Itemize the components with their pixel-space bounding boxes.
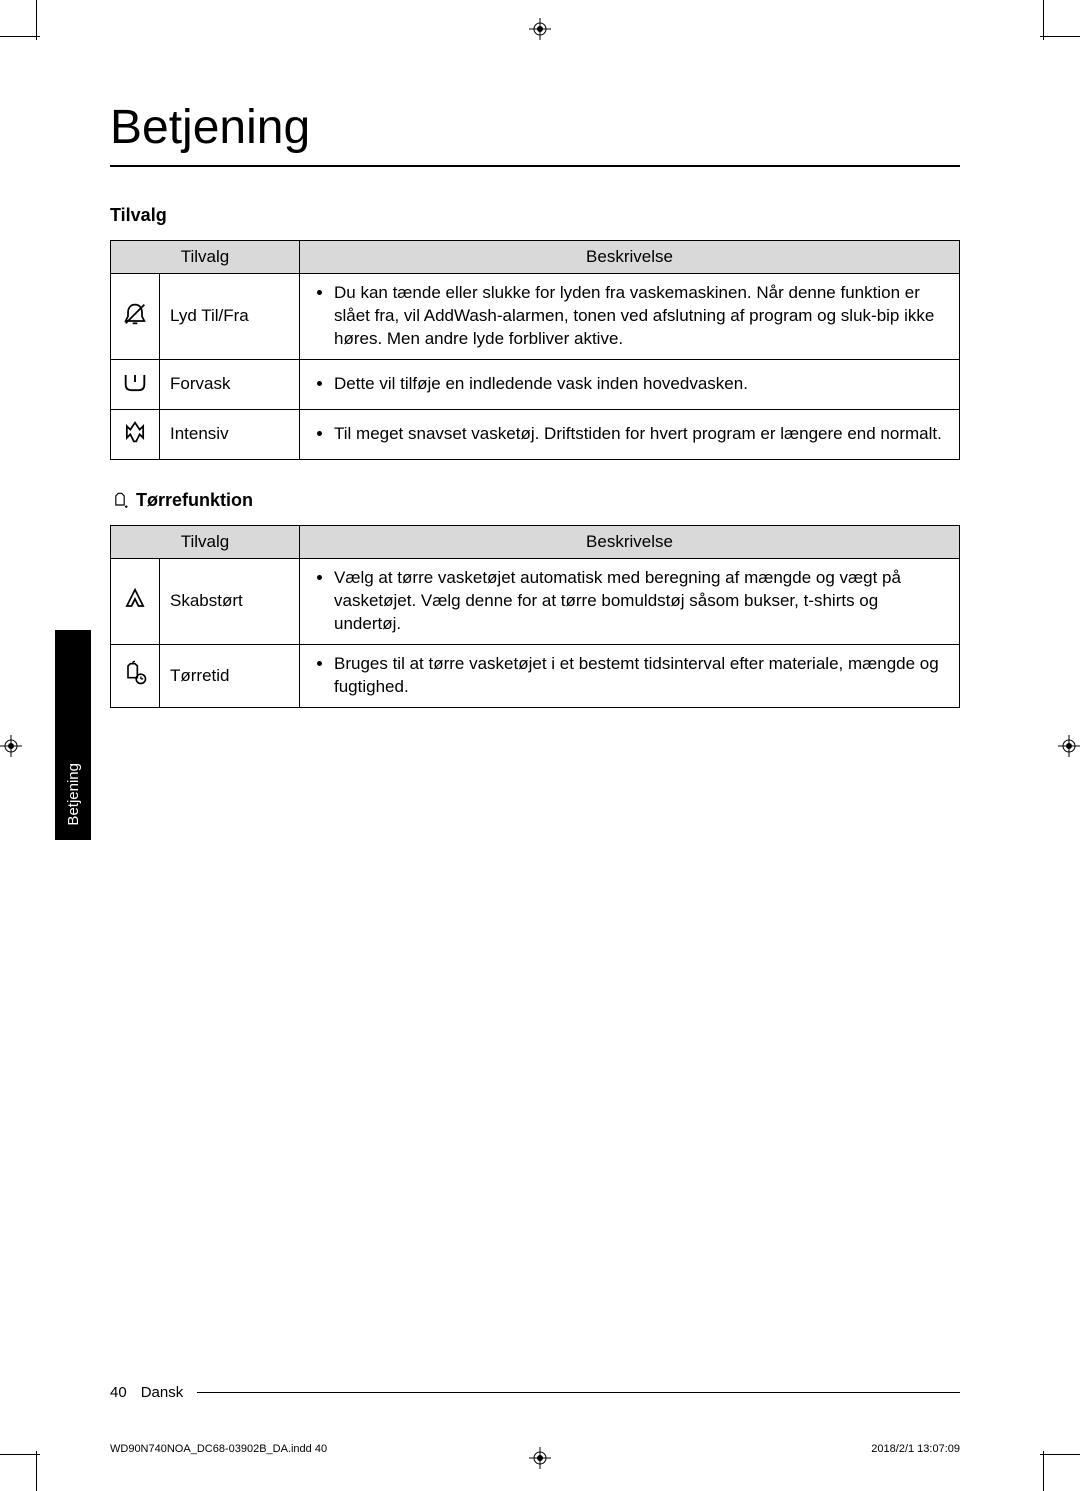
torrefunktion-table: Tilvalg Beskrivelse Skabstørt Vælg at tø… <box>110 525 960 708</box>
option-name: Intensiv <box>160 409 300 459</box>
table-row: Skabstørt Vælg at tørre vasketøjet autom… <box>111 558 960 644</box>
page-number: 40 <box>110 1384 127 1401</box>
table-header-col1: Tilvalg <box>111 241 300 274</box>
prewash-icon <box>111 359 160 409</box>
crop-mark <box>0 36 40 37</box>
option-name: Tørretid <box>160 644 300 707</box>
option-desc: Bruges til at tørre vasketøjet i et best… <box>300 644 960 707</box>
table-row: Tørretid Bruges til at tørre vasketøjet … <box>111 644 960 707</box>
registration-mark-icon <box>0 735 22 757</box>
table-header-col2: Beskrivelse <box>300 241 960 274</box>
option-name: Skabstørt <box>160 558 300 644</box>
sound-off-icon <box>111 274 160 360</box>
side-tab: Betjening <box>55 630 91 840</box>
tilvalg-table: Tilvalg Beskrivelse Lyd Til/Fra Du kan t… <box>110 240 960 460</box>
crop-mark <box>1043 0 1044 40</box>
page-content: Betjening Tilvalg Tilvalg Beskrivelse Ly… <box>110 100 960 1411</box>
meta-datetime: 2018/2/1 13:07:09 <box>871 1443 960 1455</box>
option-desc: Vælg at tørre vasketøjet automatisk med … <box>300 558 960 644</box>
crop-mark <box>36 1451 37 1491</box>
cupboard-dry-icon <box>111 558 160 644</box>
section-heading-tilvalg: Tilvalg <box>110 205 960 226</box>
section-heading-torrefunktion: Tørrefunktion <box>110 490 960 511</box>
intensive-icon <box>111 409 160 459</box>
table-header-col1: Tilvalg <box>111 525 300 558</box>
meta-filename: WD90N740NOA_DC68-03902B_DA.indd 40 <box>110 1443 327 1455</box>
option-desc: Til meget snavset vasketøj. Driftstiden … <box>300 409 960 459</box>
crop-mark <box>0 1454 40 1455</box>
crop-mark <box>1040 1454 1080 1455</box>
side-tab-label: Betjening <box>65 763 82 826</box>
table-header-col2: Beskrivelse <box>300 525 960 558</box>
crop-mark <box>36 0 37 40</box>
footer-rule <box>197 1392 960 1393</box>
table-row: Intensiv Til meget snavset vasketøj. Dri… <box>111 409 960 459</box>
registration-mark-icon <box>1058 735 1080 757</box>
option-desc: Dette vil tilføje en indledende vask ind… <box>300 359 960 409</box>
option-name: Forvask <box>160 359 300 409</box>
page-title: Betjening <box>110 100 960 167</box>
registration-mark-icon <box>529 1447 551 1469</box>
crop-mark <box>1043 1451 1044 1491</box>
crop-mark <box>1040 36 1080 37</box>
option-name: Lyd Til/Fra <box>160 274 300 360</box>
registration-mark-icon <box>529 18 551 40</box>
table-row: Forvask Dette vil tilføje en indledende … <box>111 359 960 409</box>
page-footer: 40 Dansk <box>110 1384 960 1401</box>
dry-function-icon <box>110 490 130 510</box>
table-row: Lyd Til/Fra Du kan tænde eller slukke fo… <box>111 274 960 360</box>
option-desc: Du kan tænde eller slukke for lyden fra … <box>300 274 960 360</box>
footer-lang: Dansk <box>141 1384 184 1401</box>
dry-time-icon <box>111 644 160 707</box>
